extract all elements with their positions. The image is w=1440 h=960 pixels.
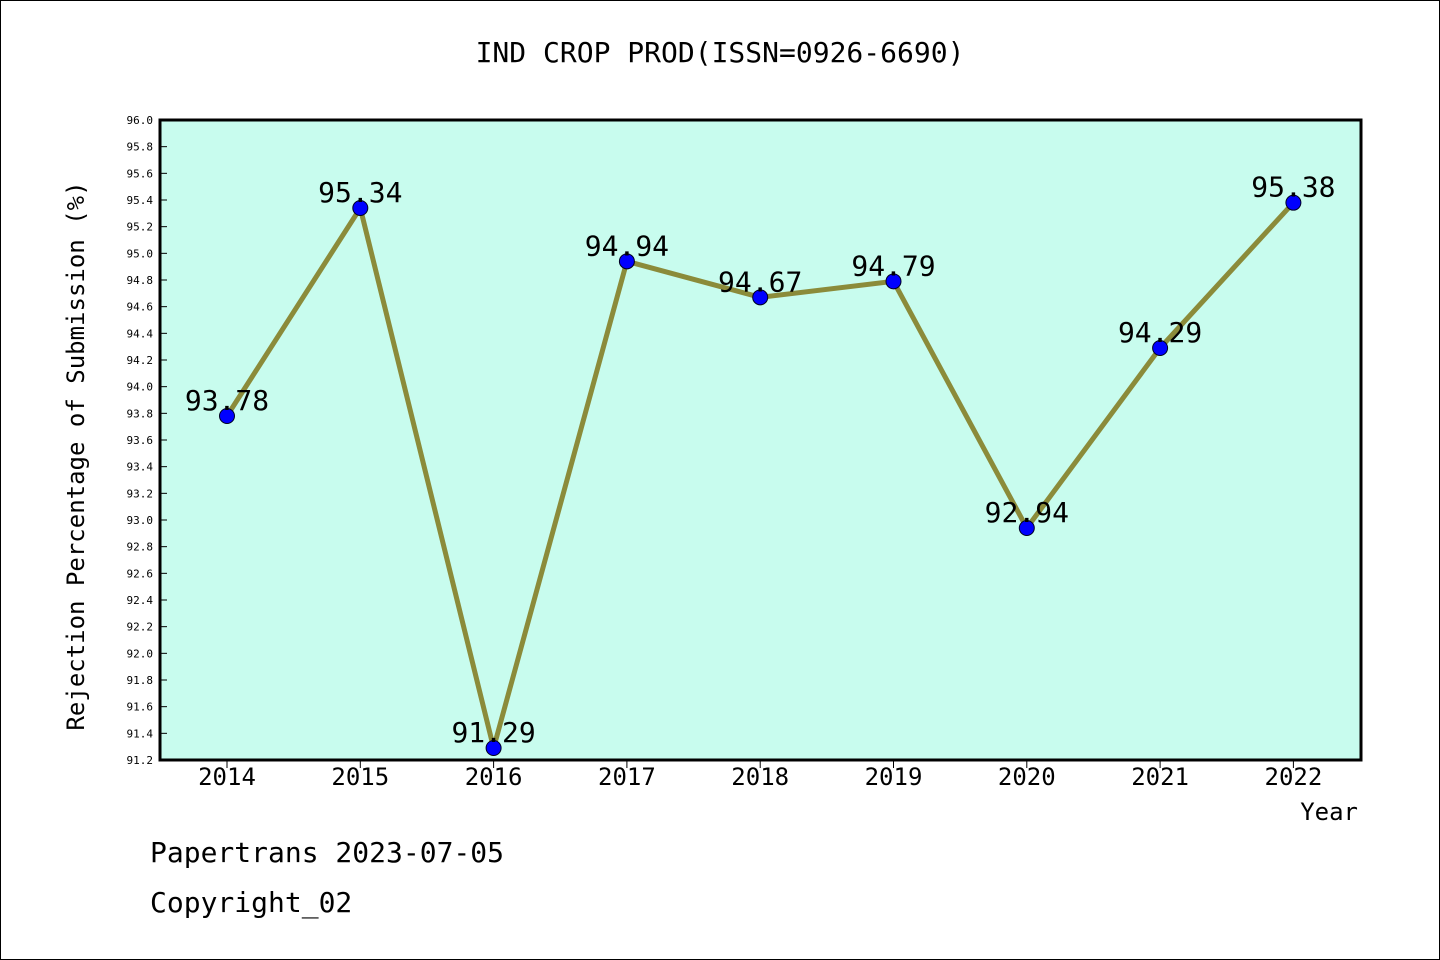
- y-tick-label: 92.0: [127, 647, 154, 660]
- y-tick-label: 93.8: [127, 407, 154, 420]
- chart-title: IND CROP PROD(ISSN=0926-6690): [475, 36, 965, 69]
- x-axis-label: Year: [1300, 798, 1358, 826]
- data-label: 91.29: [451, 716, 535, 749]
- x-tick-label: 2017: [598, 763, 656, 791]
- series-group: [219, 194, 1302, 756]
- data-point: [1285, 194, 1302, 211]
- y-tick-label: 93.0: [127, 514, 154, 527]
- data-point: [752, 289, 769, 306]
- y-tick-label: 94.2: [127, 354, 154, 367]
- y-tick-label: 91.6: [127, 701, 154, 714]
- data-point: [219, 408, 235, 424]
- y-tick-label: 92.4: [127, 594, 154, 607]
- data-point: [618, 253, 635, 270]
- y-tick-label: 93.6: [127, 434, 154, 447]
- data-label: 93.78: [185, 384, 269, 417]
- data-labels-group: 93.78 95.34 91.29 94.94 94.67 94.79 92.94 94.29…: [185, 171, 1336, 749]
- x-tick-label: 2015: [331, 763, 389, 791]
- y-tick-label: 92.2: [127, 621, 154, 634]
- y-tick-label: 93.2: [127, 487, 154, 500]
- y-tick-label: 95.4: [127, 194, 154, 207]
- y-axis: 91.2 91.4 91.6 91.8 92.0 92.2 92.4 92.6 92.8 93.0…: [127, 114, 167, 767]
- x-tick-label: 2020: [998, 763, 1056, 791]
- y-tick-label: 93.4: [127, 461, 154, 474]
- footer-copyright: Copyright_02: [150, 886, 353, 919]
- y-tick-label: 94.8: [127, 274, 154, 287]
- x-tick-label: 2014: [198, 763, 256, 791]
- y-tick-label: 95.8: [127, 141, 154, 154]
- y-tick-label: 94.0: [127, 381, 154, 394]
- data-point: [485, 740, 502, 756]
- x-tick-label: 2021: [1131, 763, 1189, 791]
- y-tick-label: 96.0: [127, 114, 154, 127]
- y-tick-label: 95.6: [127, 167, 154, 180]
- data-label: 94.94: [585, 229, 669, 262]
- y-tick-label: 94.6: [127, 301, 154, 314]
- footer-date: Papertrans 2023-07-05: [150, 836, 505, 869]
- data-label: 95.34: [318, 176, 402, 209]
- x-tick-label: 2022: [1265, 763, 1323, 791]
- data-point: [1018, 520, 1035, 536]
- y-tick-label: 95.2: [127, 221, 154, 234]
- x-tick-label: 2018: [731, 763, 789, 791]
- x-axis: 2014 2015 2016 2017 2018 2019 2020 2021 2022: [198, 760, 1322, 791]
- data-label: 94.67: [718, 265, 802, 298]
- x-tick-label: 2019: [865, 763, 923, 791]
- y-tick-label: 92.6: [127, 567, 154, 580]
- y-tick-label: 95.0: [127, 247, 154, 260]
- plot-area: [158, 118, 1363, 762]
- data-point: [1152, 340, 1169, 356]
- data-label: 92.94: [985, 496, 1069, 529]
- data-point: [352, 200, 369, 216]
- y-tick-label: 94.4: [127, 327, 154, 340]
- y-tick-label: 91.4: [127, 727, 154, 740]
- y-tick-label: 91.8: [127, 674, 154, 687]
- data-label: 94.79: [851, 249, 935, 282]
- y-tick-label: 91.2: [127, 754, 154, 767]
- data-point: [885, 273, 902, 290]
- data-label: 95.38: [1251, 171, 1335, 204]
- data-label: 94.29: [1118, 316, 1202, 349]
- x-tick-label: 2016: [465, 763, 523, 791]
- y-axis-label: Rejection Percentage of Submission (%): [62, 181, 90, 730]
- y-tick-label: 92.8: [127, 541, 154, 554]
